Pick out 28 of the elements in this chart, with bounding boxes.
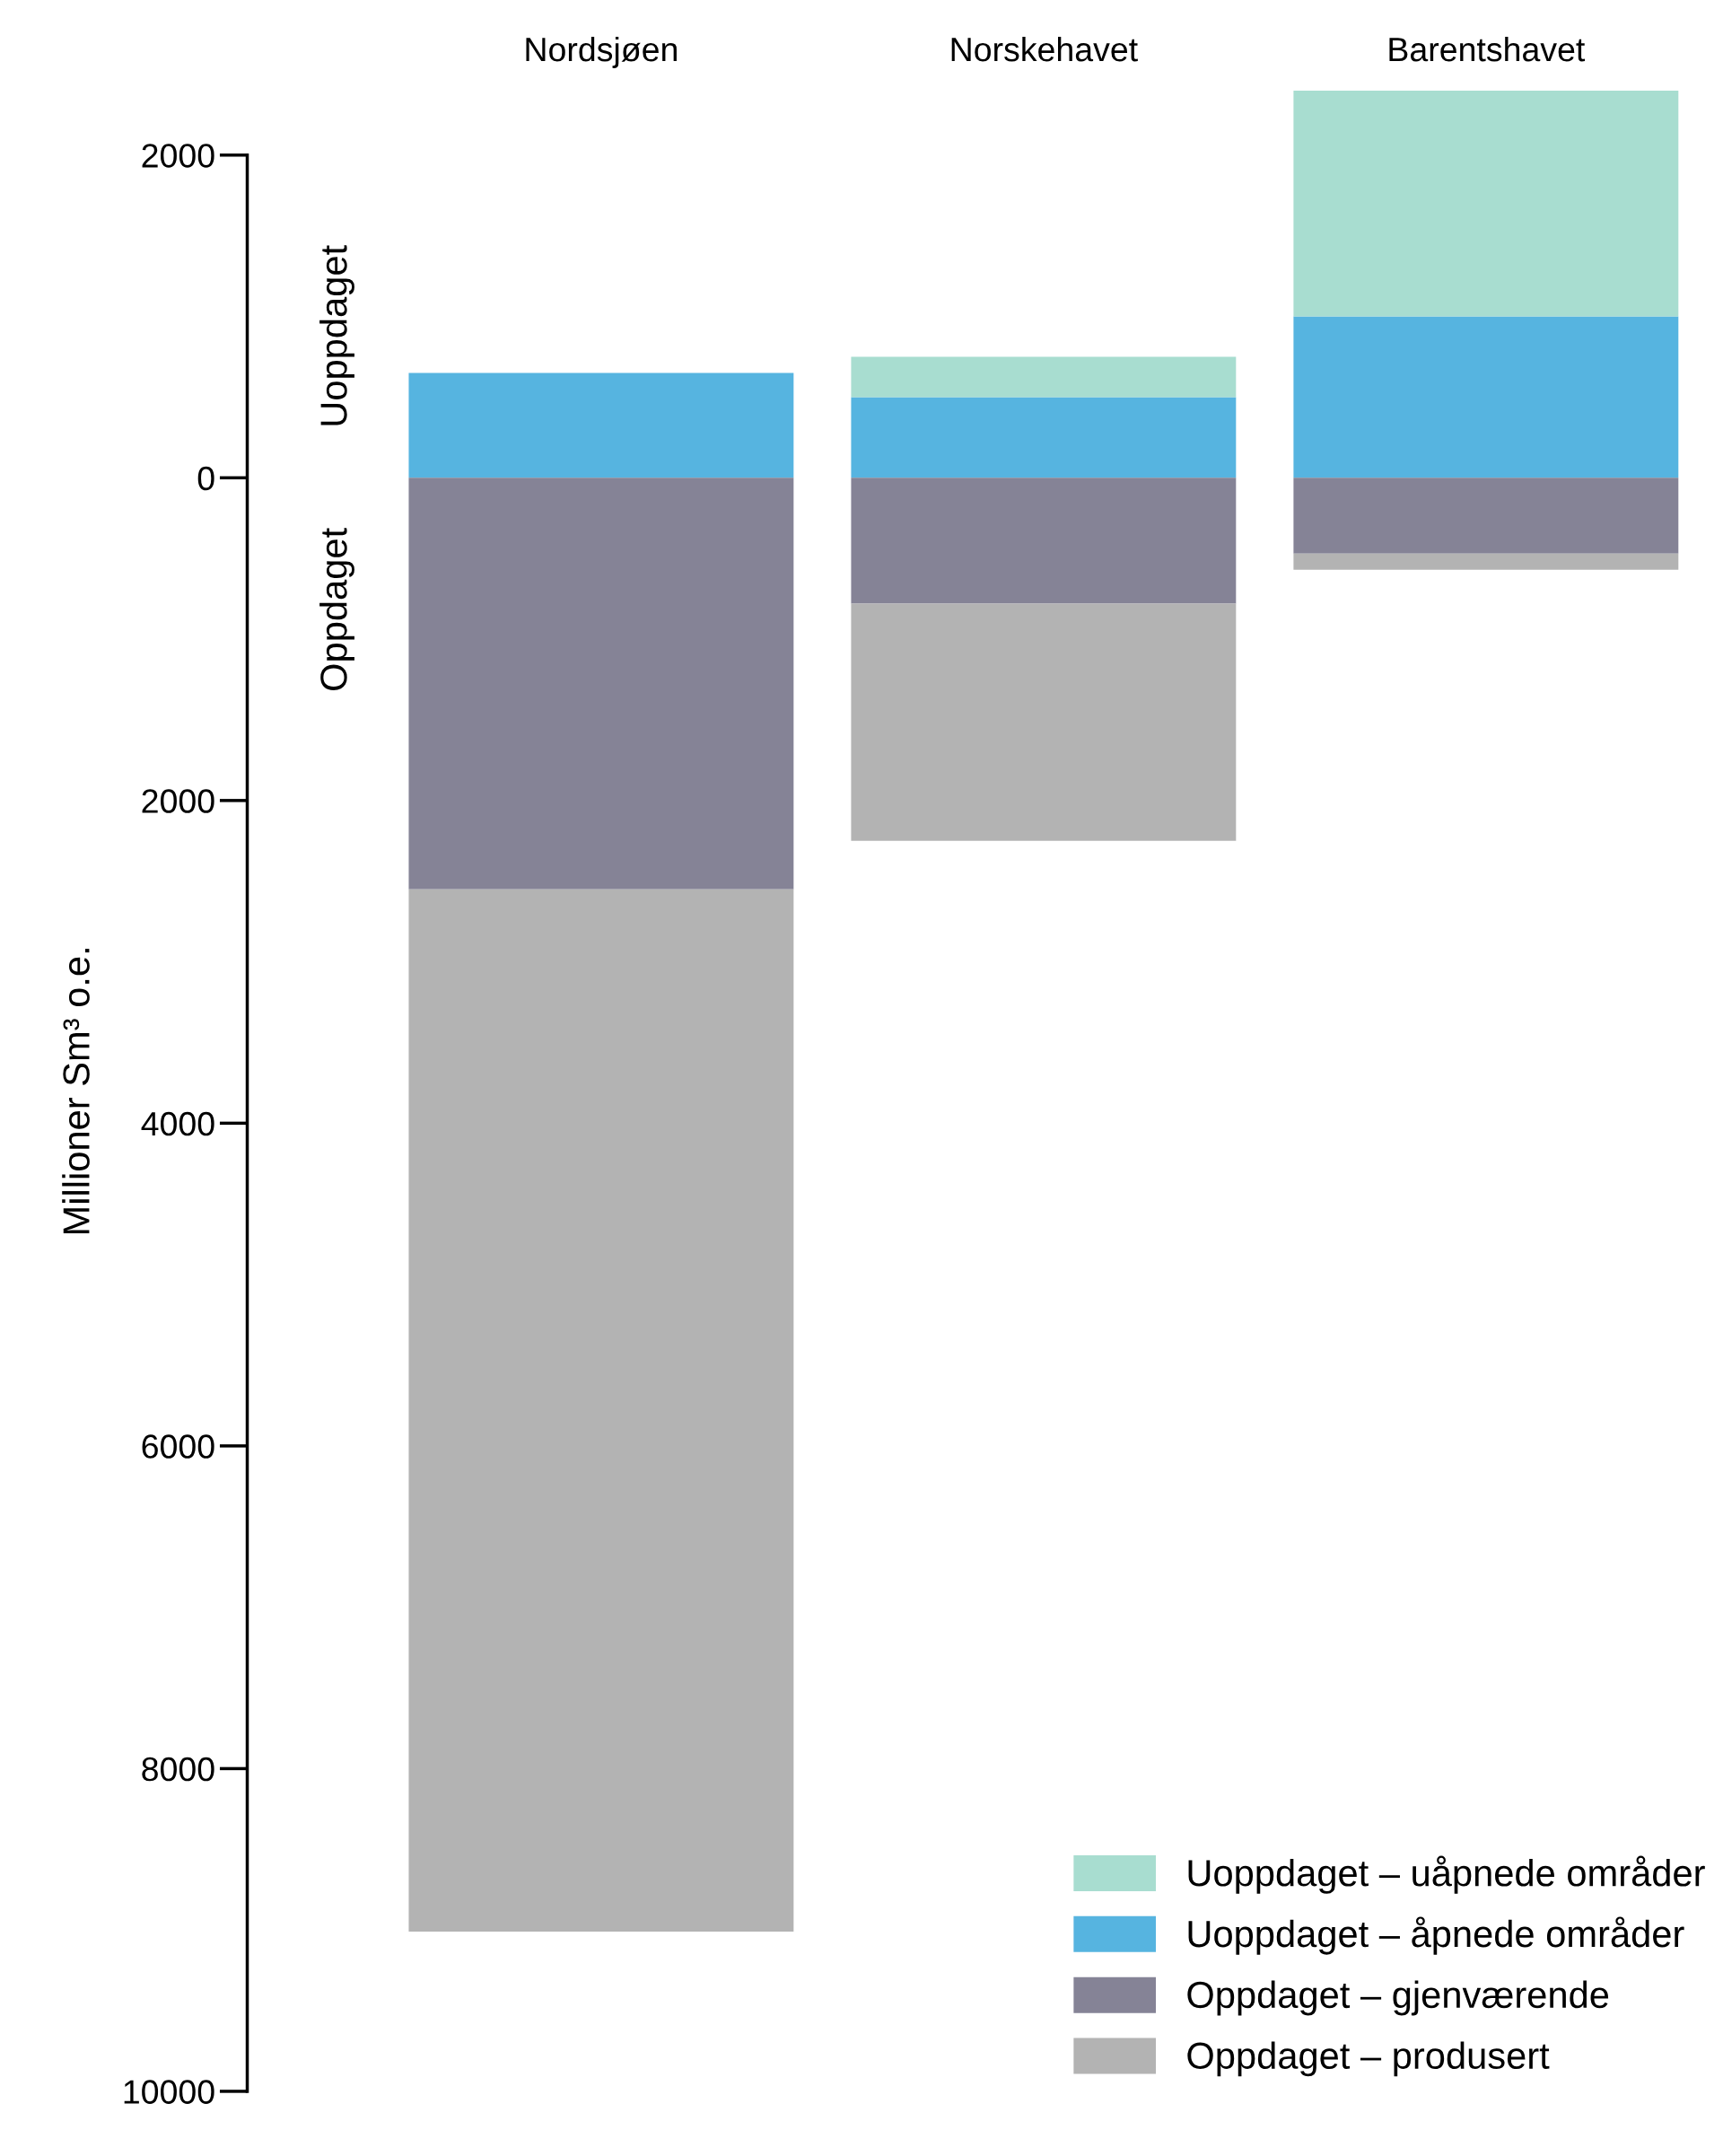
bar — [408, 889, 794, 1932]
x-tick-label: Nordsjøen — [526, 36, 677, 68]
bar — [408, 478, 794, 890]
y-axis-title: Millioner Sm³ o.e. — [62, 949, 90, 1234]
y-tick-label: 0 — [197, 466, 214, 491]
y-tick-label: 2000 — [142, 789, 214, 813]
bar — [851, 397, 1237, 478]
y-tick-label: 2000 — [142, 144, 214, 168]
text: Uoppdaget — [319, 245, 354, 425]
bar — [1293, 90, 1679, 317]
bar — [1293, 478, 1679, 554]
legend-label: Oppdaget – produsert — [1187, 2041, 1550, 2077]
legend-label: Oppdaget – gjenværende — [1187, 1980, 1609, 2016]
bar — [851, 478, 1237, 604]
x-tick-label: Norskehavet — [951, 36, 1138, 62]
bar — [1293, 553, 1679, 570]
bar — [408, 372, 794, 478]
legend-label: Uoppdaget – uåpnede områder — [1188, 1855, 1705, 1894]
bar — [851, 356, 1237, 398]
text: Oppdaget — [319, 528, 354, 690]
y-tick-label: 8000 — [142, 1757, 214, 1782]
y-tick-label: 4000 — [141, 1111, 214, 1136]
bar — [851, 603, 1237, 841]
y-tick-label: 10000 — [124, 2080, 214, 2104]
legend-label: Uoppdaget – åpnede områder — [1188, 1916, 1684, 1955]
x-tick-label: Barentshavet — [1389, 36, 1586, 62]
bar — [1293, 316, 1679, 478]
y-tick-label: 6000 — [142, 1434, 214, 1459]
